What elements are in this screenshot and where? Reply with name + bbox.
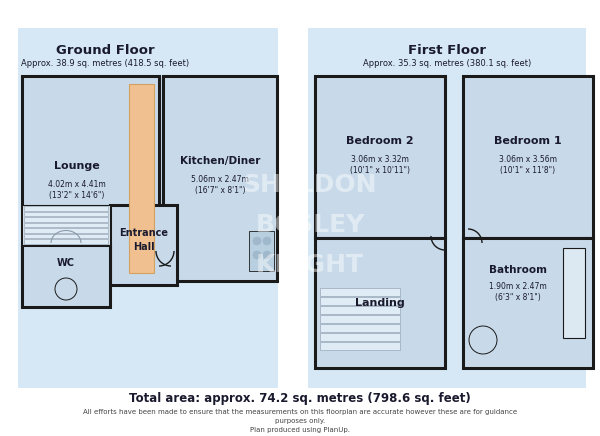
Text: WC: WC: [57, 258, 75, 268]
Circle shape: [263, 251, 271, 259]
Bar: [308, 28, 586, 388]
Bar: [315, 238, 445, 368]
Circle shape: [469, 326, 497, 354]
Text: (10'1" x 11'8"): (10'1" x 11'8"): [500, 166, 556, 174]
Text: purposes only.: purposes only.: [275, 418, 325, 424]
Bar: [320, 297, 400, 305]
Text: Lounge: Lounge: [54, 161, 100, 171]
Circle shape: [253, 237, 261, 245]
Text: Bedroom 1: Bedroom 1: [494, 136, 562, 146]
Bar: [320, 315, 400, 323]
Bar: [22, 205, 110, 245]
Text: (16'7" x 8'1"): (16'7" x 8'1"): [195, 185, 245, 194]
Bar: [24, 206, 108, 211]
Bar: [22, 245, 110, 307]
Bar: [320, 342, 400, 350]
Bar: [320, 324, 400, 332]
Bar: [249, 231, 274, 271]
Text: (13'2" x 14'6"): (13'2" x 14'6"): [49, 191, 104, 200]
Bar: [18, 28, 278, 388]
Bar: [463, 238, 593, 368]
Text: All efforts have been made to ensure that the measurements on this floorplan are: All efforts have been made to ensure tha…: [83, 409, 517, 415]
Bar: [24, 228, 108, 232]
Text: Landing: Landing: [355, 298, 405, 308]
Bar: [315, 76, 445, 238]
Bar: [24, 217, 108, 221]
Text: Kitchen/Diner: Kitchen/Diner: [180, 156, 260, 166]
Bar: [24, 239, 108, 243]
Bar: [110, 205, 177, 285]
Text: SHELDON: SHELDON: [243, 173, 377, 197]
Bar: [320, 333, 400, 341]
Bar: [320, 288, 400, 296]
Bar: [24, 211, 108, 216]
Text: Entrance: Entrance: [119, 228, 168, 238]
Text: Hall: Hall: [133, 242, 154, 252]
Text: Bathroom: Bathroom: [489, 265, 547, 275]
Text: 3.06m x 3.32m: 3.06m x 3.32m: [351, 154, 409, 164]
Text: KNIGHT: KNIGHT: [256, 253, 364, 277]
Bar: [320, 306, 400, 314]
Text: 1.90m x 2.47m: 1.90m x 2.47m: [489, 282, 547, 290]
Text: Total area: approx. 74.2 sq. metres (798.6 sq. feet): Total area: approx. 74.2 sq. metres (798…: [129, 392, 471, 405]
Bar: [163, 76, 277, 281]
Text: Plan produced using PlanUp.: Plan produced using PlanUp.: [250, 427, 350, 433]
Text: 5.06m x 2.47m: 5.06m x 2.47m: [191, 174, 249, 184]
Bar: [159, 76, 163, 281]
Bar: [563, 248, 585, 338]
Text: BOSLEY: BOSLEY: [256, 213, 365, 237]
Bar: [22, 76, 159, 281]
Text: 3.06m x 3.56m: 3.06m x 3.56m: [499, 154, 557, 164]
Text: First Floor: First Floor: [408, 44, 486, 57]
Text: (6'3" x 8'1"): (6'3" x 8'1"): [495, 293, 541, 302]
Text: Approx. 35.3 sq. metres (380.1 sq. feet): Approx. 35.3 sq. metres (380.1 sq. feet): [363, 58, 531, 68]
Text: 4.02m x 4.41m: 4.02m x 4.41m: [48, 180, 106, 188]
Bar: [24, 222, 108, 227]
Bar: [129, 84, 154, 273]
Circle shape: [253, 251, 261, 259]
Text: Ground Floor: Ground Floor: [56, 44, 154, 57]
Text: Approx. 38.9 sq. metres (418.5 sq. feet): Approx. 38.9 sq. metres (418.5 sq. feet): [21, 58, 189, 68]
Bar: [24, 234, 108, 238]
Bar: [463, 76, 593, 238]
Circle shape: [55, 278, 77, 300]
Circle shape: [263, 237, 271, 245]
Text: (10'1" x 10'11"): (10'1" x 10'11"): [350, 166, 410, 174]
Text: Bedroom 2: Bedroom 2: [346, 136, 414, 146]
